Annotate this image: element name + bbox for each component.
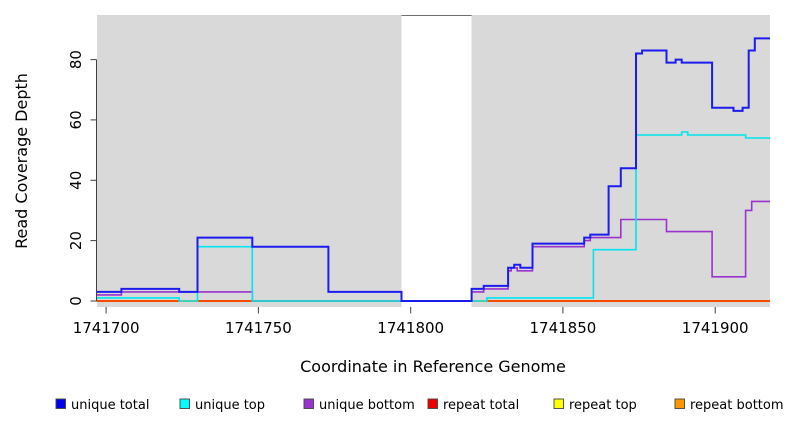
legend-swatch-unique-top bbox=[179, 398, 190, 409]
y-axis-ticks: 0 20 40 60 80 bbox=[67, 50, 97, 306]
masked-region-rect bbox=[401, 15, 472, 307]
y-tick-label: 60 bbox=[67, 110, 85, 129]
y-tick-label: 20 bbox=[67, 231, 85, 250]
y-axis-title: Read Coverage Depth bbox=[12, 73, 31, 249]
x-tick-label: 1741800 bbox=[377, 319, 444, 337]
legend-swatch-repeat-top bbox=[553, 398, 564, 409]
y-tick-label: 40 bbox=[67, 171, 85, 190]
legend-label-unique-top: unique top bbox=[195, 398, 265, 413]
legend-swatch-unique-bottom bbox=[303, 398, 314, 409]
legend-swatch-repeat-bottom bbox=[674, 398, 685, 409]
x-tick-label: 1741700 bbox=[73, 319, 140, 337]
legend-label-repeat-bottom: repeat bottom bbox=[690, 398, 784, 413]
legend-swatch-repeat-total bbox=[427, 398, 438, 409]
legend-label-unique-total: unique total bbox=[71, 398, 149, 413]
x-axis-ticks: 1741700 1741750 1741800 1741850 1741900 bbox=[73, 307, 749, 337]
x-tick-label: 1741750 bbox=[225, 319, 292, 337]
legend-label-repeat-top: repeat top bbox=[569, 398, 637, 413]
legend-label-unique-bottom: unique bottom bbox=[319, 398, 415, 413]
x-axis-title: Coordinate in Reference Genome bbox=[300, 357, 566, 376]
x-tick-label: 1741850 bbox=[529, 319, 596, 337]
x-tick-label: 1741900 bbox=[682, 319, 749, 337]
series-line-total-layer bbox=[97, 37, 770, 302]
legend-label-repeat-total: repeat total bbox=[443, 398, 519, 413]
series-line-unique-total bbox=[97, 37, 770, 302]
legend: unique total unique top unique bottom repea… bbox=[55, 398, 784, 413]
masked-region bbox=[401, 15, 472, 307]
legend-swatch-unique-total bbox=[55, 398, 66, 409]
y-tick-label: 0 bbox=[67, 296, 85, 306]
y-tick-label: 80 bbox=[67, 50, 85, 69]
